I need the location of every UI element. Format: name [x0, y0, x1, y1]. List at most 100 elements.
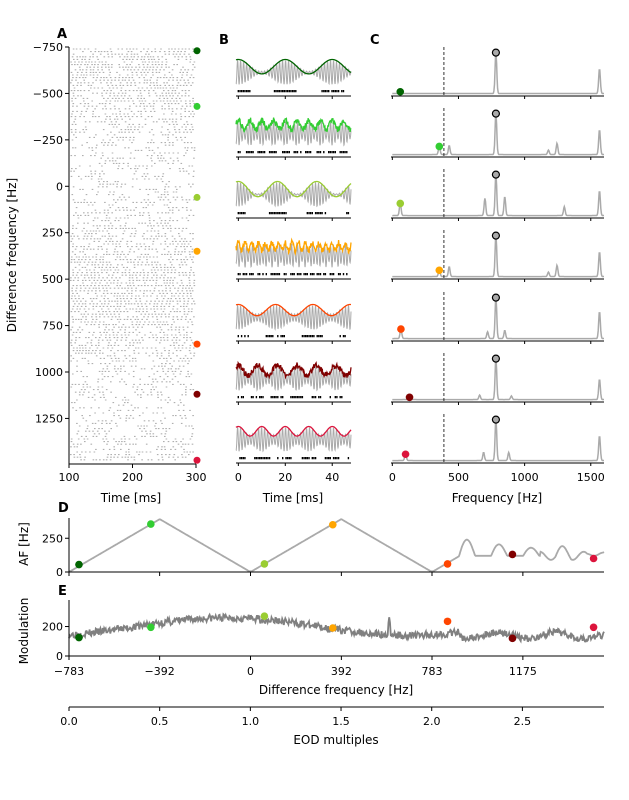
- panel-e-xtick-label: 0: [247, 665, 254, 678]
- panel-b-envelope: [235, 58, 352, 75]
- panel-a-xtick-label: 100: [59, 471, 80, 484]
- panel-e-xtick-label: 783: [422, 665, 443, 678]
- marker: [328, 520, 337, 529]
- panel-c-spectrum: [392, 297, 604, 340]
- eod-multiples-tick-label: 0.5: [151, 715, 169, 728]
- panel-c-marker: [396, 199, 405, 208]
- panel-a-marker: [193, 47, 201, 55]
- panel-a-xlabel: Time [ms]: [100, 491, 162, 505]
- panel-a-marker: [193, 247, 201, 255]
- panel-c-xtick-label: 1000: [511, 471, 539, 484]
- panel-a-marker: [193, 340, 201, 348]
- ytick-label: 200: [42, 621, 63, 634]
- panel-c-marker: [401, 450, 410, 459]
- panel-c-eod-marker: [491, 354, 501, 363]
- panel-b-xtick-label: 20: [278, 471, 292, 484]
- panel-c-spectrum: [392, 52, 604, 95]
- raster-rows: [70, 48, 196, 461]
- panel-d-af: 0 250: [42, 518, 605, 579]
- panel-b-envelope: [235, 180, 352, 198]
- panel-a-ytick-label: 750: [42, 320, 63, 333]
- panel-b-envelope: [235, 237, 352, 256]
- panel-b-xlabel: Time [ms]: [262, 491, 324, 505]
- panel-e-xtick-label: −392: [145, 665, 175, 678]
- panel-c-spectrum: [392, 113, 604, 156]
- panel-e-modulation: 0 200 −783 −392 0 392 783 1175 0.0 0.5 1.0 1.5 2.0 2.…: [42, 600, 605, 728]
- panel-b-carrier: [235, 365, 352, 392]
- panel-b-spikes: [239, 457, 350, 460]
- panel-b-carrier: [235, 303, 352, 331]
- marker: [508, 634, 517, 643]
- marker: [443, 617, 452, 626]
- panel-b-spikes: [237, 396, 343, 399]
- panel-b-spikes: [237, 151, 348, 154]
- panel-label-a: A: [57, 27, 67, 42]
- panel-e-ylabel: Modulation: [17, 598, 31, 665]
- marker: [260, 612, 269, 621]
- panel-label-d: D: [58, 501, 69, 516]
- panel-a-marker: [193, 102, 201, 110]
- marker: [147, 520, 155, 528]
- eod-multiples-tick-label: 1.5: [332, 715, 350, 728]
- marker: [147, 623, 155, 632]
- panel-c-spectrum: [392, 235, 604, 278]
- panel-c-marker: [396, 87, 405, 96]
- eod-multiples-xlabel: EOD multiples: [293, 733, 378, 747]
- panel-b-xtick-label: 0: [235, 471, 242, 484]
- panel-c-eod-marker: [491, 293, 501, 302]
- panel-c-eod-marker: [491, 170, 501, 179]
- panel-a-ytick-label: 250: [42, 227, 63, 240]
- panel-c-eod-marker: [491, 48, 501, 57]
- panel-c-marker: [435, 142, 444, 151]
- marker: [589, 623, 598, 632]
- panel-a-marker: [193, 390, 201, 398]
- panel-b-envelope: [235, 360, 352, 380]
- marker: [328, 624, 337, 632]
- panel-b-spikes: [237, 273, 348, 276]
- panel-e-xtick-label: −783: [54, 665, 84, 678]
- marker: [75, 633, 83, 642]
- panel-a-ytick-label: 1000: [35, 366, 63, 379]
- panel-c-xlabel: Frequency [Hz]: [452, 491, 543, 505]
- panel-c-eod-marker: [491, 109, 501, 118]
- eod-multiples-tick-label: 2.0: [423, 715, 441, 728]
- marker: [75, 560, 83, 569]
- marker: [589, 554, 598, 563]
- panel-a-raster: −750 −500 −250 0 250 500 750 1000 1250 100 200 300: [33, 41, 207, 484]
- panel-c-xtick-label: 500: [448, 471, 469, 484]
- ytick-label: 0: [56, 650, 63, 663]
- panel-d-ylabel: AF [Hz]: [17, 522, 31, 566]
- panel-e-xlabel: Difference frequency [Hz]: [259, 683, 413, 697]
- panel-a-marker: [193, 193, 201, 201]
- panel-label-e: E: [58, 584, 67, 599]
- panel-a-ytick-label: −500: [33, 87, 63, 100]
- panel-c-eod-marker: [491, 231, 501, 240]
- panel-b-envelope: [235, 303, 351, 317]
- marker: [508, 550, 517, 559]
- panel-c-spectrum: [392, 419, 604, 462]
- panel-b-spikes: [237, 90, 345, 93]
- panel-a-ytick-label: 500: [42, 273, 63, 286]
- eod-multiples-tick-label: 0.0: [60, 715, 78, 728]
- marker: [260, 560, 269, 568]
- panel-c-eod-marker: [491, 415, 501, 424]
- ytick-label: 250: [42, 532, 63, 545]
- panel-a-xtick-label: 200: [122, 471, 143, 484]
- panel-b-envelope: [235, 116, 352, 134]
- panel-c-spectrum: [392, 174, 604, 217]
- panel-c-spectra: 0 500 1000 1500: [389, 47, 605, 484]
- panel-a-ytick-label: −750: [33, 41, 63, 54]
- panel-c-marker: [435, 266, 444, 275]
- panel-a-marker: [193, 456, 201, 464]
- panel-b-spikes: [237, 335, 346, 338]
- panel-c-xtick-label: 0: [389, 471, 396, 484]
- panel-c-marker: [405, 393, 414, 402]
- eod-multiples-tick-label: 2.5: [514, 715, 532, 728]
- panel-b-xtick-label: 40: [325, 471, 339, 484]
- panel-c-marker: [397, 325, 405, 333]
- panel-a-ytick-label: 1250: [35, 412, 63, 425]
- panel-e-xtick-label: 1175: [509, 665, 537, 678]
- panel-a-ytick-label: 0: [56, 180, 63, 193]
- panel-b-carrier: [235, 425, 352, 453]
